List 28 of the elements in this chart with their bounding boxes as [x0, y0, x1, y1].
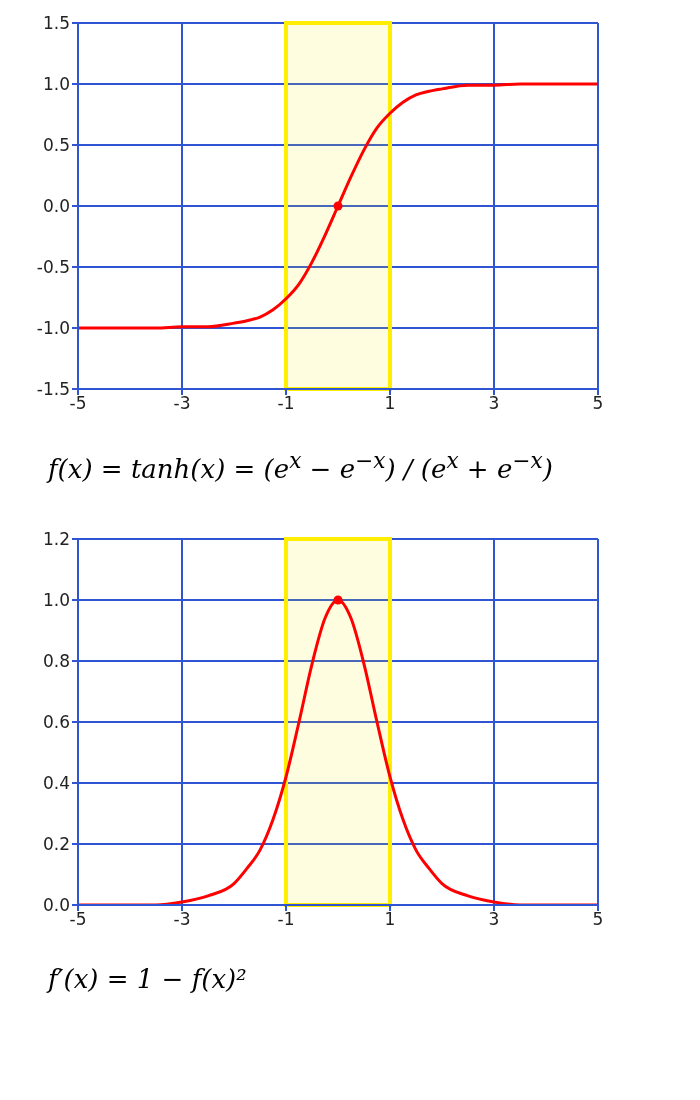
y-tick-label: 0.0: [42, 894, 70, 915]
y-tick-label: -1.0: [36, 318, 70, 339]
y-tick-label: 1.0: [42, 74, 70, 95]
x-tick-label: 5: [592, 908, 604, 929]
y-tick-label: -0.5: [36, 257, 70, 278]
x-tick-label: -5: [69, 908, 87, 929]
y-tick-label: 0.2: [42, 833, 70, 854]
y-tick-label: 1.0: [42, 589, 70, 610]
x-tick-label: 3: [488, 908, 500, 929]
x-tick-label: 3: [488, 393, 500, 414]
x-tick-label: -1: [277, 908, 295, 929]
text: f(x) = tanh(x) = (e$^{x}$ − e$^{−x}$) / (e$^{x}$ + e$^{−x}$): [48, 448, 553, 484]
x-tick-label: 1: [384, 393, 396, 414]
y-tick-label: 0.6: [42, 711, 70, 732]
text: f′(x) = 1 − f(x)²: [48, 963, 248, 994]
y-tick-label: 0.0: [42, 196, 70, 217]
x-tick-label: -3: [173, 908, 191, 929]
y-tick-label: 1.2: [42, 528, 70, 549]
x-tick-label: -3: [173, 393, 191, 414]
x-tick-label: 5: [592, 393, 604, 414]
x-tick-label: 1: [384, 908, 396, 929]
y-tick-label: 0.5: [42, 135, 70, 156]
y-tick-label: 1.5: [42, 13, 70, 34]
x-tick-label: -1: [277, 393, 295, 414]
y-tick-label: -1.5: [36, 379, 70, 400]
x-tick-label: -5: [69, 393, 87, 414]
y-tick-label: 0.8: [42, 650, 70, 671]
y-tick-label: 0.4: [42, 772, 70, 793]
